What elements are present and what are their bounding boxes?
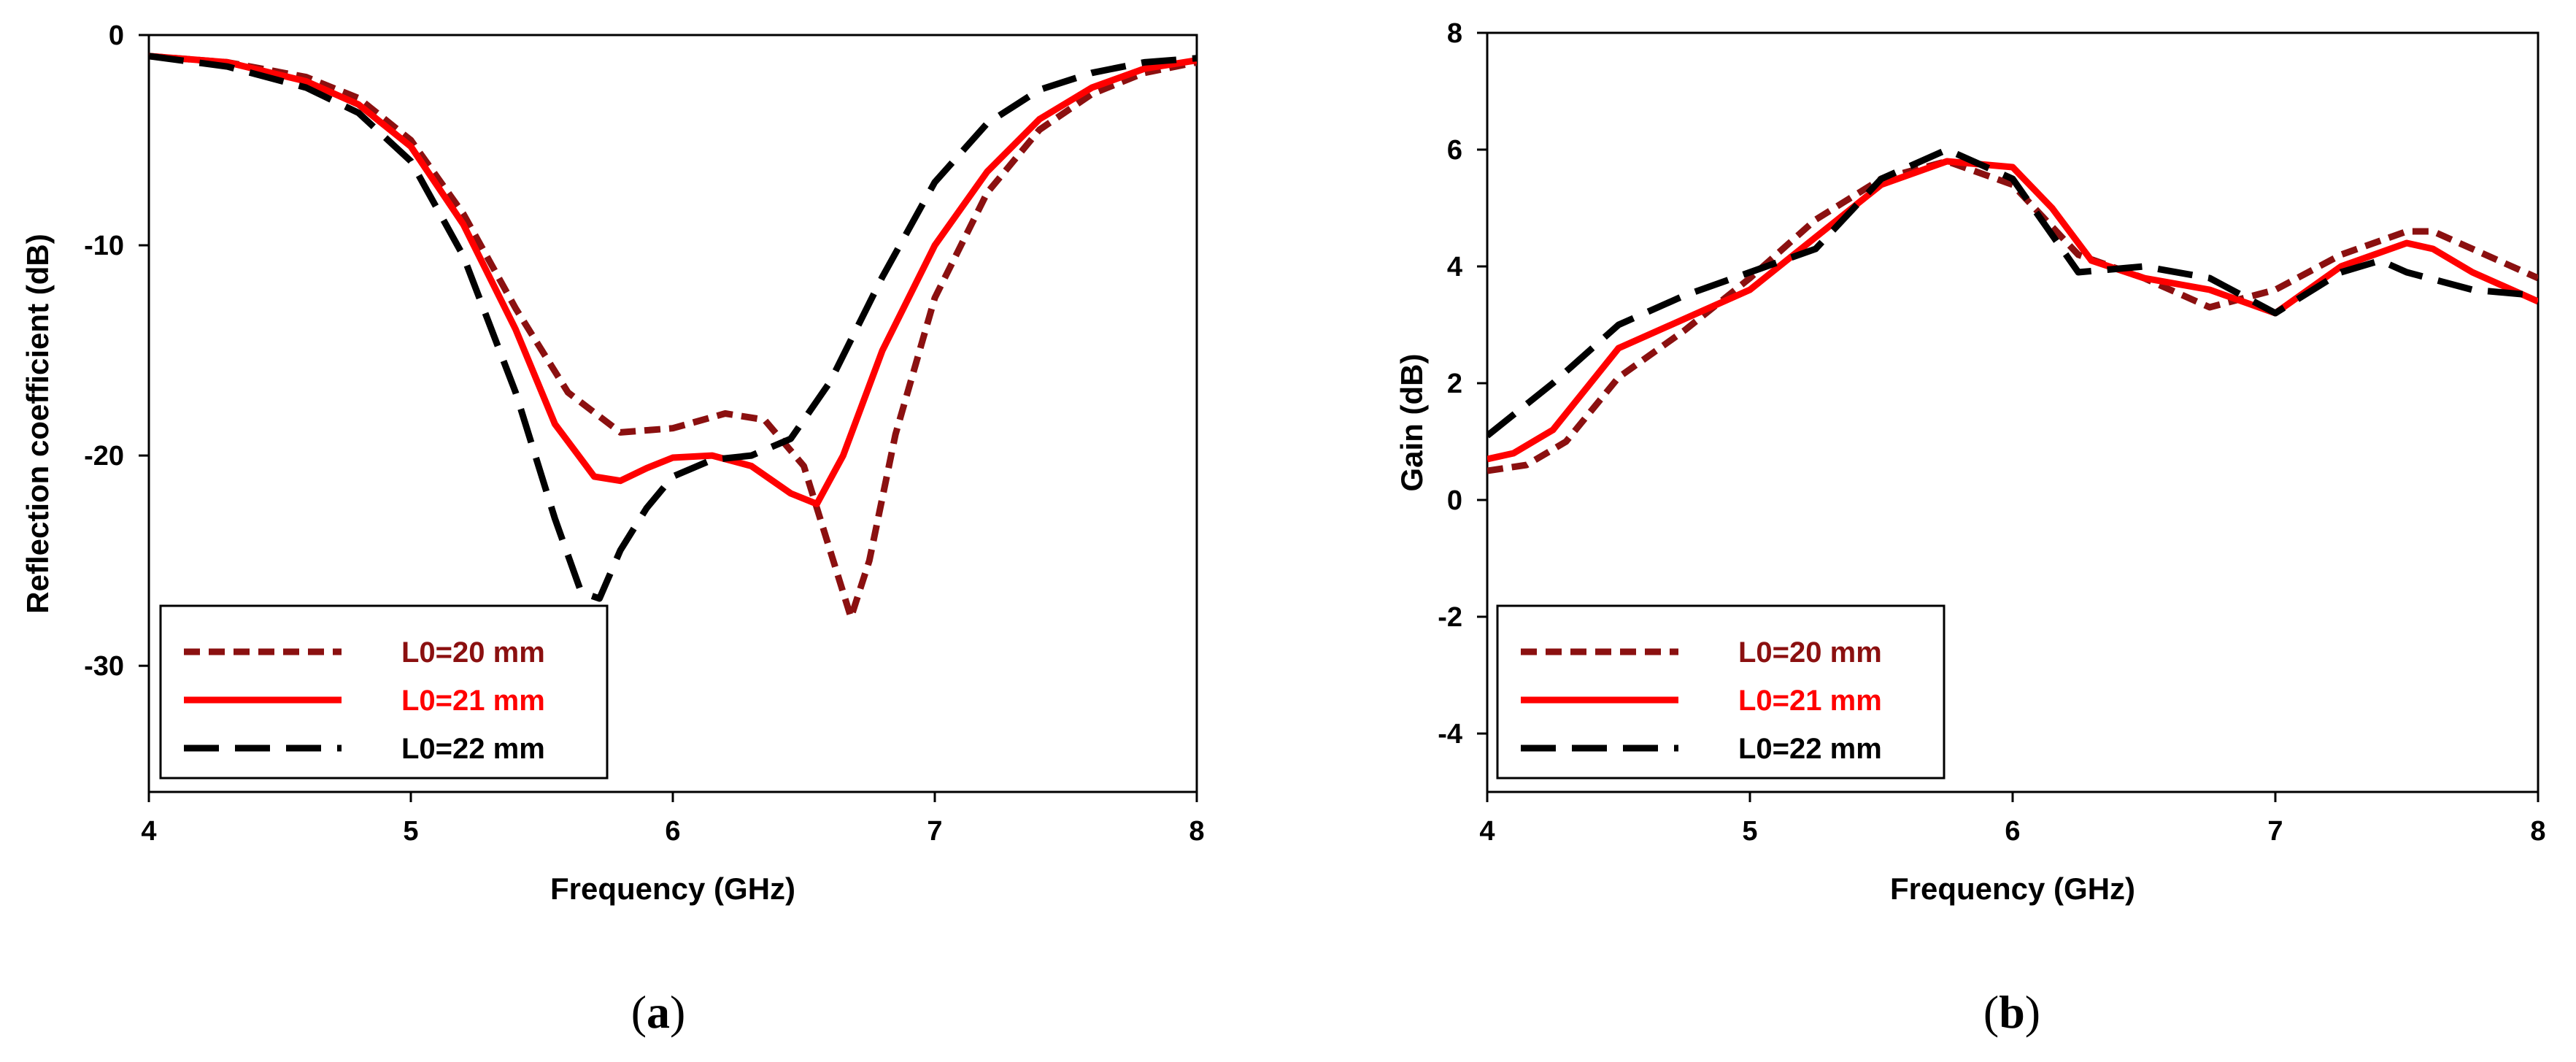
panel-a-chart: 4 5 6 7 8 0 -10 -20 -30 Frequency (GHz) Reflection… bbox=[20, 20, 1205, 1038]
series-line-2 bbox=[149, 53, 1197, 507]
caption-letter: a bbox=[647, 986, 670, 1038]
x-axis-title: Frequency (GHz) bbox=[550, 871, 795, 906]
caption-letter: b bbox=[1999, 986, 2025, 1038]
series-line-1 bbox=[149, 53, 1197, 621]
x-tick-label: 7 bbox=[927, 816, 942, 847]
legend: L0=20 mm L0=21 mm L0=22 mm bbox=[1496, 604, 1946, 780]
panel-b-chart: 4 5 6 7 8 8 6 4 2 0 -2 -4 Frequency (GHz) Gain (dB) L0… bbox=[1395, 18, 2546, 1038]
caption-close-paren: ) bbox=[670, 986, 685, 1038]
x-tick-label: 5 bbox=[403, 816, 418, 847]
x-tick-label: 8 bbox=[1189, 816, 1204, 847]
caption-open-paren: ( bbox=[631, 986, 647, 1038]
y-tick-label: -10 bbox=[84, 231, 124, 261]
panel-caption: (b) bbox=[1983, 986, 2040, 1038]
x-axis-title: Frequency (GHz) bbox=[1890, 871, 2135, 906]
y-tick-label: -4 bbox=[1438, 719, 1462, 750]
series-line-3 bbox=[149, 53, 1197, 602]
y-axis-title: Reflection coefficient (dB) bbox=[20, 234, 55, 613]
x-tick-label: 4 bbox=[1479, 816, 1495, 847]
legend-label-3: L0=22 mm bbox=[1738, 733, 1882, 765]
y-tick-label: -2 bbox=[1438, 602, 1462, 633]
y-axis-title: Gain (dB) bbox=[1395, 354, 1429, 492]
y-tick-label: 0 bbox=[1447, 485, 1462, 516]
legend: L0=20 mm L0=21 mm L0=22 mm bbox=[159, 604, 609, 780]
y-tick-label: -30 bbox=[84, 651, 124, 682]
caption-open-paren: ( bbox=[1983, 986, 1999, 1038]
x-tick-label: 6 bbox=[2005, 816, 2020, 847]
y-tick-label: 8 bbox=[1447, 18, 1462, 49]
legend-label-2: L0=21 mm bbox=[1738, 685, 1882, 717]
y-tick-label: 2 bbox=[1447, 369, 1462, 399]
y-tick-label: 4 bbox=[1447, 252, 1462, 282]
series-line-3 bbox=[1487, 146, 2538, 439]
series-line-2 bbox=[1487, 158, 2538, 463]
x-tick-label: 6 bbox=[665, 816, 680, 847]
y-tick-label: 0 bbox=[109, 20, 124, 51]
legend-label-3: L0=22 mm bbox=[401, 733, 545, 765]
y-tick-label: -20 bbox=[84, 441, 124, 472]
y-tick-label: 6 bbox=[1447, 135, 1462, 166]
series-line-1 bbox=[1487, 158, 2538, 474]
legend-label-1: L0=20 mm bbox=[1738, 636, 1882, 669]
legend-label-2: L0=21 mm bbox=[401, 685, 545, 717]
x-tick-label: 4 bbox=[141, 816, 156, 847]
x-tick-label: 7 bbox=[2267, 816, 2283, 847]
x-tick-label: 5 bbox=[1742, 816, 1757, 847]
caption-close-paren: ) bbox=[2025, 986, 2040, 1038]
panel-caption: (a) bbox=[631, 986, 686, 1038]
x-tick-label: 8 bbox=[2530, 816, 2545, 847]
legend-label-1: L0=20 mm bbox=[401, 636, 545, 669]
